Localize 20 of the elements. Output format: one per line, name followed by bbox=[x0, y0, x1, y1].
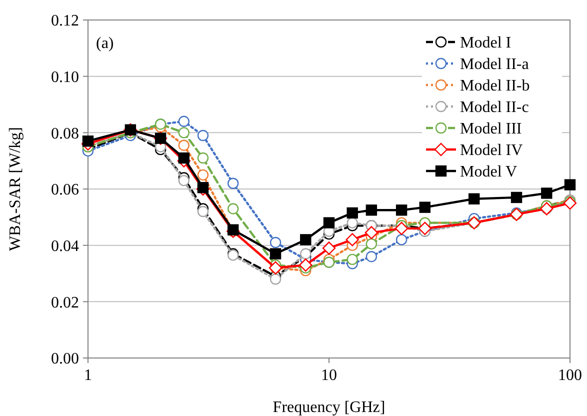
y-tick-label: 0.04 bbox=[51, 238, 79, 255]
x-axis-title: Frequency [GHz] bbox=[272, 399, 386, 416]
legend-label: Model II-a bbox=[460, 56, 529, 74]
x-tick-label: 100 bbox=[558, 367, 582, 384]
x-tick-label: 1 bbox=[84, 367, 92, 384]
legend-label: Model III bbox=[460, 120, 522, 138]
x-tick-label: 10 bbox=[321, 367, 337, 384]
y-tick-label: 0.00 bbox=[51, 350, 79, 368]
y-axis-title: WBA-SAR [W/kg] bbox=[7, 127, 24, 251]
legend-label: Model IV bbox=[460, 142, 524, 160]
legend-label: Model I bbox=[460, 34, 512, 52]
y-tick-label: 0.10 bbox=[51, 68, 79, 86]
legend-label: Model II-c bbox=[460, 99, 529, 116]
y-tick-label: 0.08 bbox=[51, 125, 79, 142]
y-tick-label: 0.06 bbox=[51, 182, 79, 199]
y-tick-label: 0.12 bbox=[51, 12, 79, 30]
legend-label: Model V bbox=[460, 164, 518, 181]
legend-label: Model II-b bbox=[460, 78, 530, 95]
y-tick-label: 0.02 bbox=[51, 294, 79, 312]
annotation: (a) bbox=[96, 35, 114, 52]
